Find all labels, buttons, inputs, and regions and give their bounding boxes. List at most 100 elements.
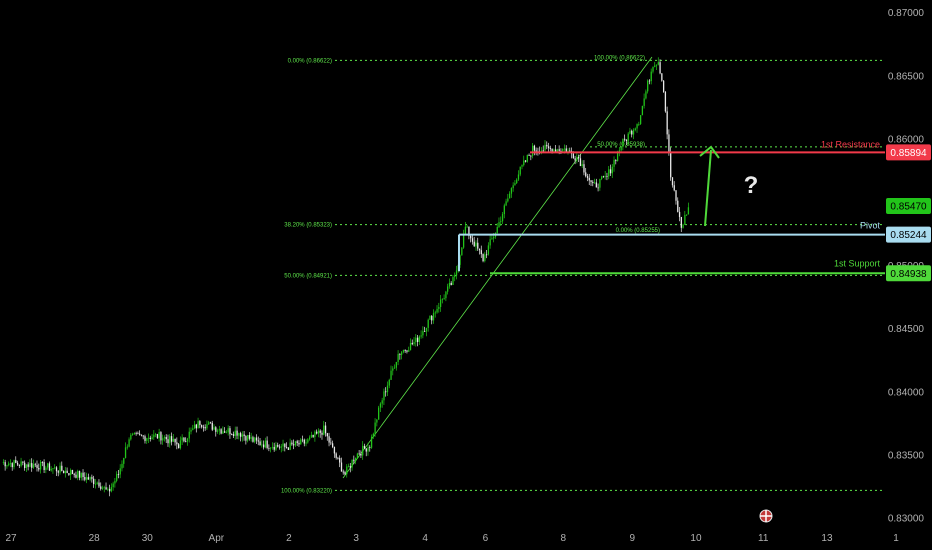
candle-body [478, 248, 481, 251]
candle-body [140, 434, 143, 436]
candle-body [181, 437, 183, 441]
candle-body [75, 474, 77, 478]
candle-body [197, 421, 199, 429]
candle-body [682, 224, 684, 228]
candle-body [618, 150, 621, 153]
candle-body [167, 439, 169, 444]
candle-body [581, 164, 583, 167]
candle-body [521, 165, 523, 167]
candle-body [588, 177, 590, 181]
candle-body [634, 128, 636, 130]
y-tick-label: 0.86500 [888, 71, 925, 82]
candle-body [169, 436, 171, 444]
candle-body [50, 468, 52, 471]
candle-body [415, 337, 417, 343]
candle-body [218, 429, 221, 431]
candle-body [291, 442, 293, 445]
candle-body [477, 242, 479, 249]
candle-body [390, 370, 392, 380]
candle-body [654, 65, 656, 67]
candle-body [675, 190, 677, 201]
candle-body [528, 155, 530, 156]
candle-body [149, 437, 151, 439]
candle-body [71, 469, 74, 475]
candle-body [639, 115, 642, 124]
candle-body [165, 437, 167, 440]
candle-body [524, 160, 527, 162]
candle-body [31, 463, 33, 468]
candle-body [491, 238, 493, 240]
candle-body [163, 437, 166, 439]
candle-body [294, 441, 297, 446]
candle-body [680, 216, 682, 228]
x-tick-label: 27 [5, 533, 17, 544]
candle-body [48, 463, 51, 471]
candle-body [98, 482, 100, 487]
y-tick-label: 0.87000 [888, 8, 925, 19]
flag-icon[interactable] [759, 509, 773, 523]
candle-body [275, 444, 277, 450]
candle-body [401, 352, 403, 355]
candle-body [470, 235, 472, 239]
candle-body [436, 308, 438, 313]
candle-body [45, 467, 47, 470]
candle-body [229, 428, 231, 435]
candle-body [123, 457, 125, 464]
candle-body [285, 447, 288, 448]
candle-body [105, 487, 107, 490]
pivot-label: Pivot [860, 221, 881, 231]
candle-body [606, 175, 608, 177]
candle-body [498, 222, 500, 228]
candle-body [576, 156, 578, 161]
candle-body [22, 461, 24, 463]
candle-body [47, 463, 49, 468]
candle-body [232, 434, 235, 436]
candle-body [613, 160, 615, 167]
y-tick-label: 0.86000 [888, 135, 925, 146]
candle-body [659, 62, 661, 74]
candle-body [664, 91, 667, 112]
candle-body [52, 468, 54, 469]
candle-body [549, 148, 551, 149]
candle-body [404, 350, 406, 351]
candle-body [54, 467, 56, 469]
candle-body [96, 482, 98, 484]
candle-body [560, 150, 562, 152]
candle-body [153, 434, 155, 438]
candle-body [392, 368, 394, 371]
candle-body [647, 80, 649, 92]
candle-body [408, 350, 410, 352]
candle-body [526, 155, 528, 162]
candle-body [381, 400, 383, 404]
candle-body [687, 207, 690, 215]
candle-body [516, 179, 518, 184]
candle-body [183, 437, 185, 442]
candle-body [29, 463, 31, 467]
candle-body [586, 176, 589, 178]
candle-body [351, 459, 353, 468]
candle-body [160, 432, 162, 441]
candle-body [454, 275, 456, 278]
candle-body [156, 434, 159, 439]
candle-body [462, 233, 465, 248]
candle-body [532, 145, 534, 156]
candle-body [144, 436, 146, 441]
candle-body [289, 442, 291, 450]
candle-body [231, 434, 233, 436]
candle-body [340, 462, 343, 472]
candle-body [280, 446, 282, 448]
candle-body [553, 149, 555, 154]
candle-body [347, 466, 350, 468]
candle-body [151, 437, 153, 439]
candle-body [4, 462, 6, 467]
candle-body [135, 432, 137, 434]
candle-body [429, 315, 431, 320]
candle-body [64, 470, 67, 474]
candle-body [616, 152, 619, 162]
candle-body [222, 431, 224, 434]
candle-body [365, 448, 367, 452]
candle-body [202, 426, 205, 428]
candle-body [227, 428, 229, 433]
candle-body [62, 470, 65, 474]
